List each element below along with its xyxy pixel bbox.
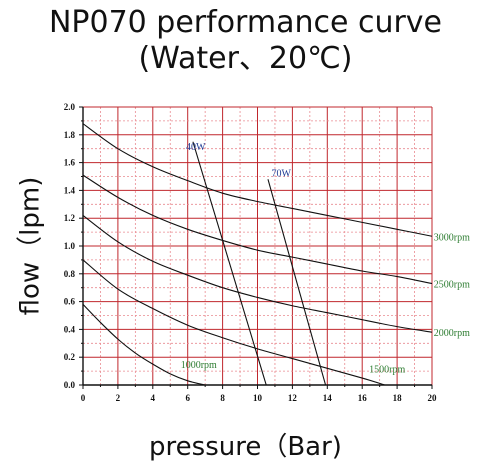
series-line-1500rpm: [82, 259, 386, 386]
curve-labels: 3000rpm 2500rpm 2000rpm 1500rpm 1000rpm 40W 70…: [181, 142, 470, 375]
chart-title: NP070 performance curve: [48, 5, 443, 40]
chart-subtitle: (Water、20℃): [138, 41, 353, 76]
x-tick-label: 10: [253, 393, 263, 403]
curve-label-2500rpm: 2500rpm: [434, 280, 470, 291]
plot-frame: [79, 106, 433, 389]
y-tick-label: 1.8: [64, 130, 76, 140]
y-tick-label: 0.6: [64, 297, 76, 307]
x-tick-label: 14: [323, 393, 333, 403]
curve-label-40w: 40W: [186, 142, 206, 153]
y-tick-label: 2.0: [64, 102, 76, 112]
x-tick-label: 12: [288, 393, 298, 403]
y-tick-label: 0.8: [64, 269, 76, 279]
x-axis-ticks: 0 2 4 6 8 10 12 14 16 18 20: [81, 393, 437, 403]
series-line-2000rpm: [82, 214, 433, 333]
curve-layer: [82, 123, 433, 386]
y-tick-label: 1.2: [64, 213, 76, 223]
y-tick-label: 0.2: [64, 352, 76, 362]
x-tick-label: 0: [81, 393, 86, 403]
y-axis-label: flow（lpm): [15, 176, 46, 316]
x-tick-label: 18: [393, 393, 403, 403]
x-tick-label: 20: [428, 393, 438, 403]
series-line-1000rpm: [82, 303, 206, 386]
chart-grid: [82, 106, 433, 386]
y-tick-label: 1.0: [64, 241, 76, 251]
y-tick-label: 1.6: [64, 158, 76, 168]
x-tick-label: 2: [116, 393, 121, 403]
curve-label-1000rpm: 1000rpm: [181, 360, 217, 371]
y-axis-ticks: 0.0 0.2 0.4 0.6 0.8 1.0 1.2 1.4 1.6 1.8 2.0: [64, 102, 76, 390]
series-line-3000rpm: [82, 123, 433, 237]
y-tick-label: 1.4: [64, 185, 76, 195]
series-line-2500rpm: [82, 174, 433, 285]
curve-label-1500rpm: 1500rpm: [369, 364, 405, 375]
x-tick-label: 16: [358, 393, 368, 403]
curve-label-3000rpm: 3000rpm: [434, 232, 470, 243]
y-tick-label: 0.4: [64, 324, 76, 334]
x-tick-label: 8: [220, 393, 225, 403]
y-tick-label: 0.0: [64, 380, 76, 390]
curve-label-70w: 70W: [271, 168, 291, 179]
x-tick-label: 6: [185, 393, 190, 403]
x-tick-label: 4: [151, 393, 156, 403]
series-line-70w: [267, 179, 327, 386]
curve-label-2000rpm: 2000rpm: [434, 328, 470, 339]
x-axis-label: pressure（Bar): [149, 432, 342, 462]
series-line-40w: [192, 141, 267, 386]
